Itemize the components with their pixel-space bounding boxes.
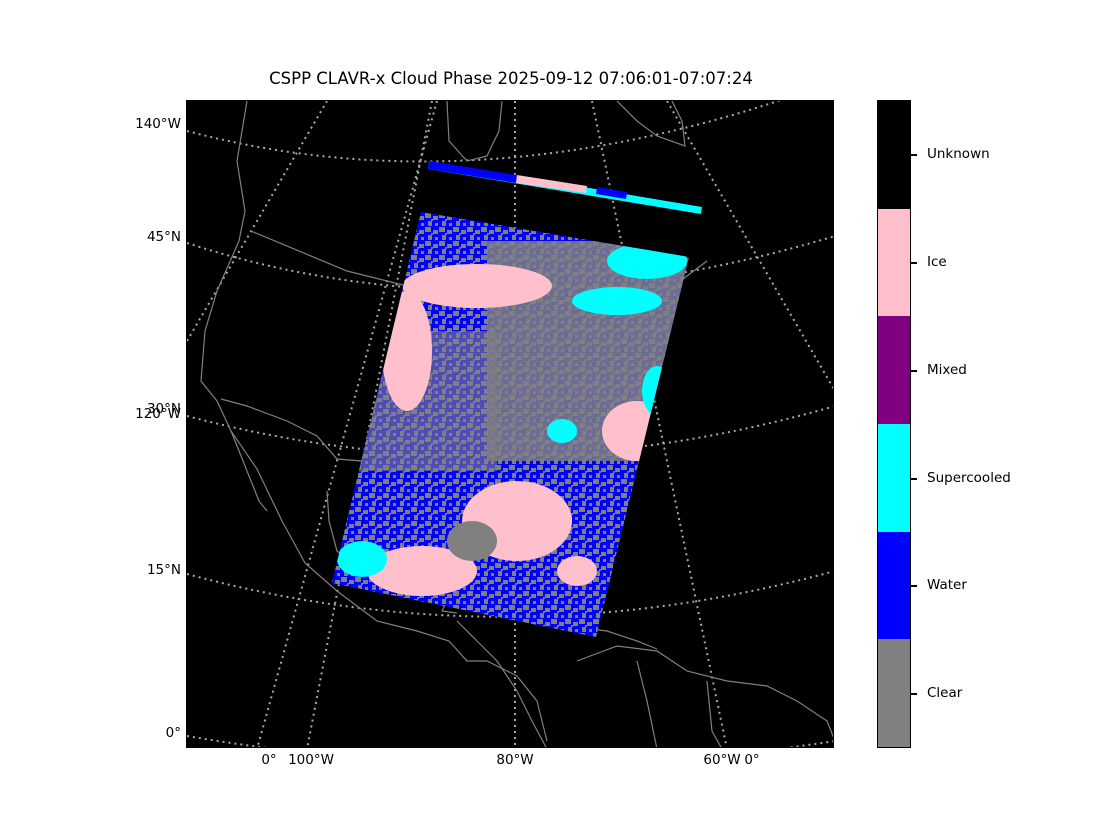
lon-label-0-right: 0° xyxy=(744,752,760,768)
main-swath xyxy=(332,212,689,637)
lat-label-30n: 30°N xyxy=(146,401,181,417)
figure-title: CSPP CLAVR-x Cloud Phase 2025-09-12 07:0… xyxy=(269,69,753,88)
lat-label-0: 0° xyxy=(165,725,181,741)
colorbar-segment-clear xyxy=(878,639,910,748)
colorbar-segment-water xyxy=(878,531,910,640)
meridian-120w xyxy=(256,101,438,747)
map-canvas xyxy=(187,101,833,747)
meridian-100w xyxy=(306,101,433,747)
lat-label-120w: 120°W xyxy=(135,406,181,422)
colorbar-tick xyxy=(911,370,917,372)
lon-label-100w: 100°W xyxy=(288,752,334,768)
colorbar-tick xyxy=(911,693,917,695)
lon-label-80w: 80°W xyxy=(496,752,534,768)
colorbar-segment-supercooled xyxy=(878,424,910,532)
baja-california xyxy=(230,430,268,512)
colorbar-label-ice: Ice xyxy=(927,254,947,270)
meridian-140w xyxy=(187,101,328,342)
map-panel xyxy=(186,100,834,748)
parallel-60 xyxy=(187,101,782,163)
lon-label-60w: 60°W xyxy=(703,752,741,768)
colorbar-label-mixed: Mixed xyxy=(927,362,967,378)
colorbar-segment-unknown xyxy=(878,101,910,209)
colorbar-segment-ice xyxy=(878,208,910,317)
south-america xyxy=(576,645,833,738)
meridian-60w xyxy=(591,101,728,747)
west-coast xyxy=(200,101,548,742)
colorbar-segment-mixed xyxy=(878,316,910,425)
meridian-40w xyxy=(666,101,833,390)
colorbar-tick xyxy=(911,585,917,587)
lat-label-15n: 15°N xyxy=(146,562,181,578)
lat-label-140w: 140°W xyxy=(135,116,181,132)
colorbar-label-water: Water xyxy=(927,577,967,593)
parallel-0 xyxy=(187,735,833,747)
greenland xyxy=(616,101,686,147)
lat-label-45n: 45°N xyxy=(146,229,181,245)
lon-label-0-left: 0° xyxy=(261,752,277,768)
hudson-bay xyxy=(446,101,503,162)
upper-swath xyxy=(428,161,702,214)
colorbar-label-clear: Clear xyxy=(927,685,963,701)
colorbar-label-supercooled: Supercooled xyxy=(927,470,1011,486)
colorbar-tick xyxy=(911,154,917,156)
colorbar-tick xyxy=(911,478,917,480)
colorbar-tick xyxy=(911,262,917,264)
central-america xyxy=(456,620,547,747)
south-america-interior xyxy=(636,660,722,747)
colorbar-label-unknown: Unknown xyxy=(927,146,990,162)
colorbar xyxy=(877,100,911,748)
